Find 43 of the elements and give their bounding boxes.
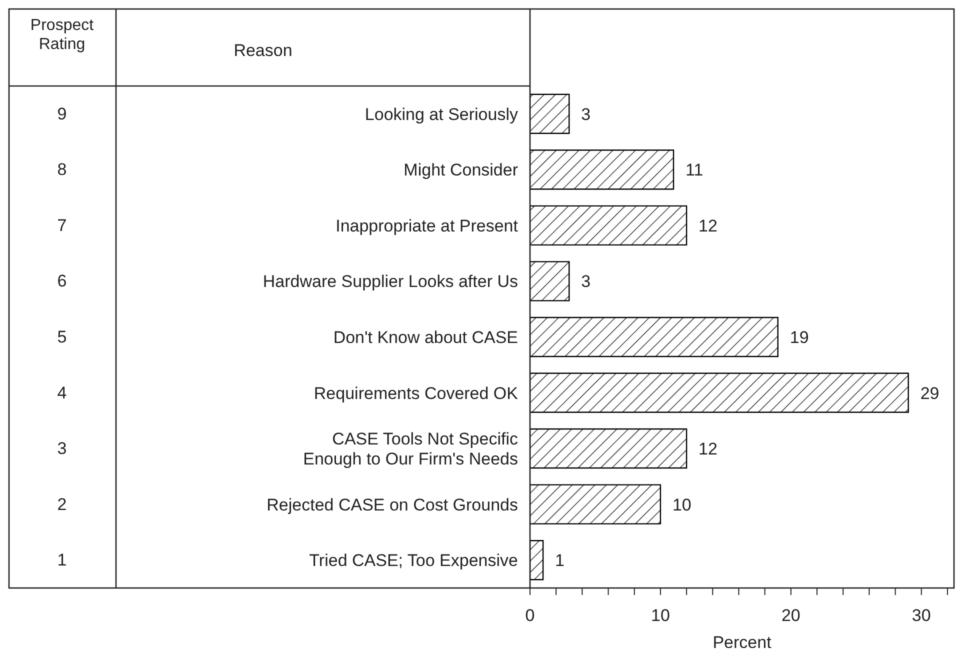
data-label: 12	[698, 216, 718, 236]
y-tick-label: CASE Tools Not Specific Enough to Our Firm's Needs	[303, 429, 518, 468]
y2-tick-label: 5	[57, 328, 67, 346]
y2-tick-label: 1	[57, 550, 67, 570]
data-label: 10	[672, 495, 692, 514]
data-label: 19	[790, 328, 809, 348]
y-tick-label: Requirements Covered OK	[314, 383, 519, 402]
bar	[530, 150, 674, 190]
bar	[530, 94, 570, 134]
x-tick-label: 10	[651, 606, 670, 626]
y-tick-label: Looking at Seriously	[364, 104, 518, 124]
text: Reason	[234, 41, 292, 60]
bar	[530, 372, 909, 413]
bar	[530, 316, 778, 358]
y-tick-label: Inappropriate at Present	[336, 216, 518, 235]
x-tick-label: 20	[781, 606, 800, 626]
data-label: 29	[920, 384, 940, 403]
bar	[530, 428, 688, 469]
y2-tick-label: 6	[57, 272, 67, 291]
bar	[530, 205, 688, 246]
y2-tick-label: 3	[57, 439, 67, 458]
y2-tick-label: 8	[57, 160, 67, 180]
y2-tick-label: 2	[57, 494, 67, 514]
y-tick-label: Rejected CASE on Cost Grounds	[266, 494, 518, 514]
y-tick-label: Don't Know about CASE	[333, 328, 518, 346]
x-tick-label: 30	[912, 606, 931, 626]
bar	[530, 484, 662, 524]
y-tick-label: Might Consider	[404, 160, 518, 180]
y2-tick-label: 4	[57, 383, 67, 402]
y-tick-label: Hardware Supplier Looks after Us	[262, 272, 518, 291]
y2-tick-label: 7	[57, 216, 67, 235]
data-label: 1	[555, 551, 565, 570]
data-label: 3	[581, 272, 591, 292]
x-axis-title: Percent	[712, 633, 772, 652]
text: Prospect Rating	[30, 17, 94, 53]
x-tick-label: 0	[525, 606, 535, 626]
data-label: 3	[581, 104, 591, 124]
y2-tick-label: 9	[57, 104, 67, 124]
y-tick-label: Tried CASE; Too Expensive	[309, 550, 518, 570]
bar	[530, 540, 544, 580]
bar	[530, 261, 570, 302]
data-label: 11	[686, 160, 704, 180]
data-label: 12	[698, 440, 718, 459]
